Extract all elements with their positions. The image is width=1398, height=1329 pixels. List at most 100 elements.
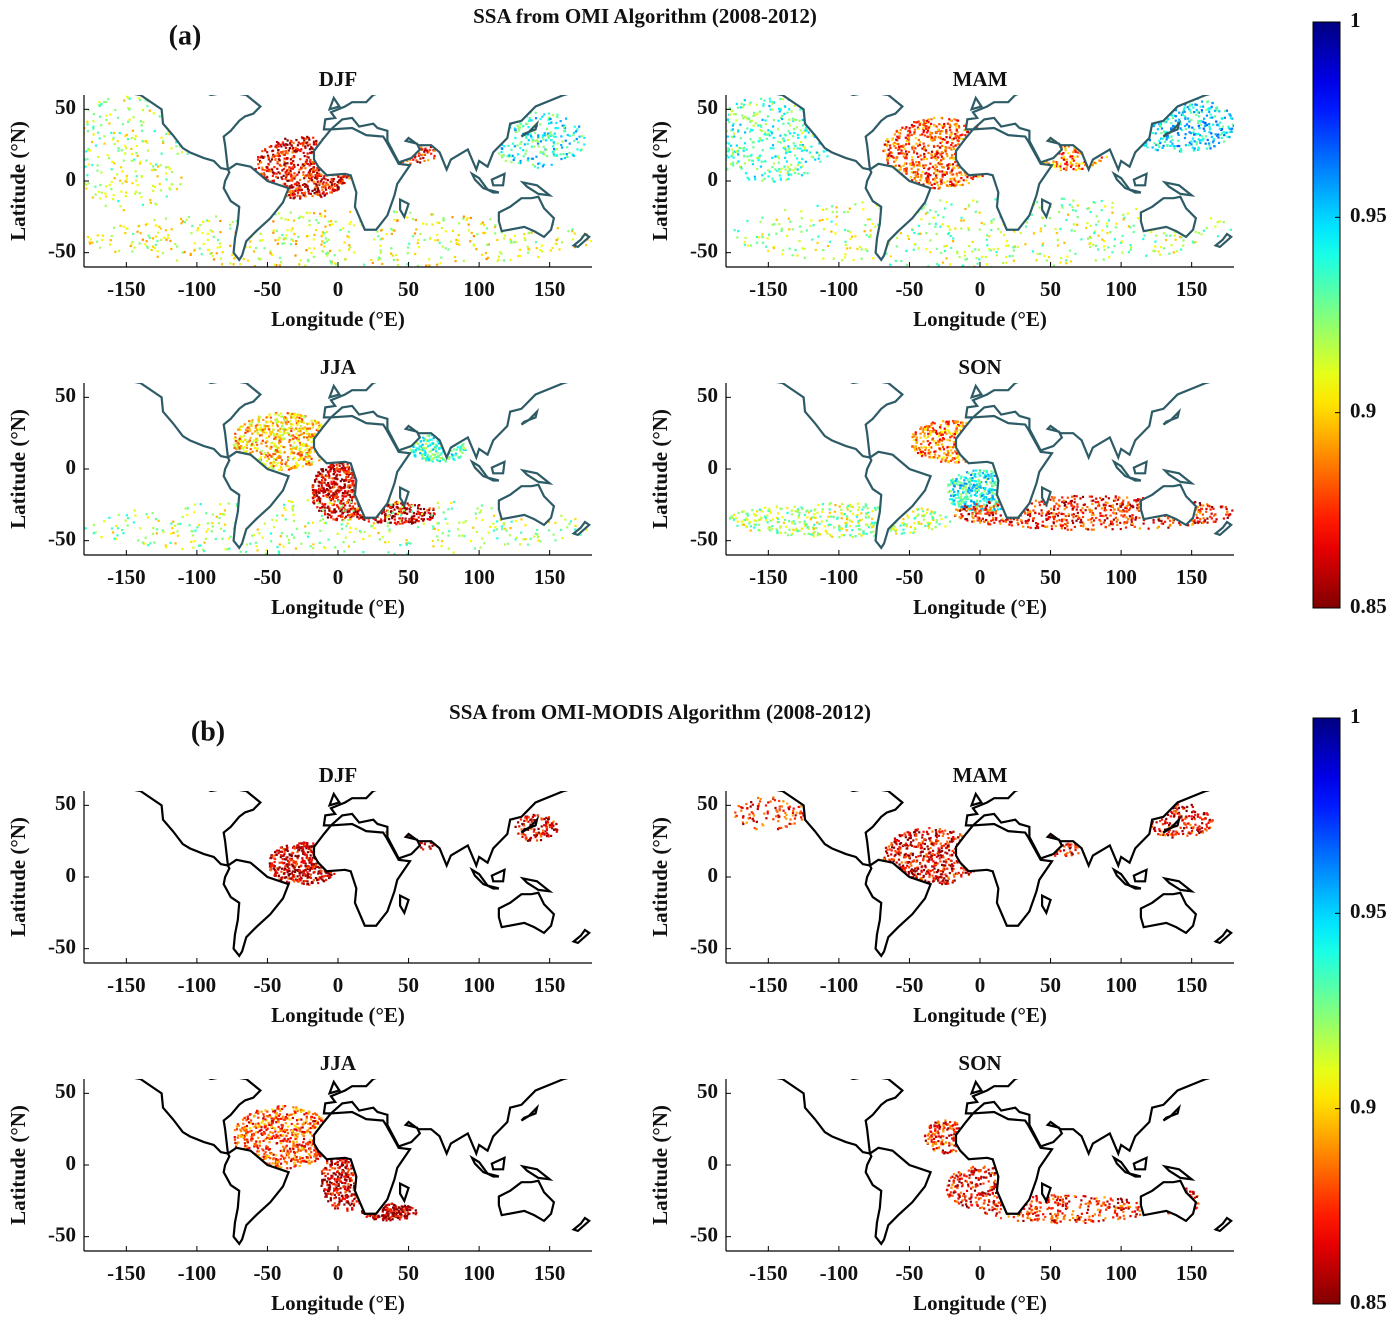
texture-dot <box>208 220 210 222</box>
texture-dot <box>320 180 322 182</box>
texture-dot <box>325 253 327 255</box>
texture-dot <box>247 427 249 429</box>
texture-dot <box>869 218 871 220</box>
texture-dot <box>131 153 133 155</box>
texture-dot <box>430 153 432 155</box>
texture-dot <box>293 429 295 431</box>
texture-dot <box>298 263 300 265</box>
texture-dot <box>787 151 789 153</box>
texture-dot <box>549 118 551 120</box>
texture-dot <box>1065 149 1067 151</box>
texture-dot <box>761 119 763 121</box>
texture-dot <box>101 192 103 194</box>
texture-dot <box>990 229 992 231</box>
texture-dot <box>302 465 304 467</box>
texture-dot <box>297 195 299 197</box>
texture-dot <box>986 263 988 265</box>
texture-dot <box>231 254 233 256</box>
texture-dot <box>237 442 239 444</box>
texture-dot <box>1150 231 1152 233</box>
texture-dot <box>259 240 261 242</box>
texture-dot <box>941 163 943 165</box>
texture-dot <box>323 232 325 234</box>
texture-dot <box>580 149 582 151</box>
texture-dot <box>545 149 547 151</box>
texture-dot <box>168 187 170 189</box>
texture-dot <box>764 133 766 135</box>
texture-dot <box>1053 160 1055 162</box>
texture-dot <box>396 259 398 261</box>
texture-dot <box>1182 114 1184 116</box>
texture-dot <box>471 232 473 234</box>
texture-dot <box>960 174 962 176</box>
texture-dot <box>834 232 836 234</box>
texture-dot <box>568 152 570 154</box>
texture-dot <box>305 460 307 462</box>
texture-dot <box>1062 152 1064 154</box>
texture-dot <box>1000 231 1002 233</box>
texture-dot <box>470 217 472 219</box>
texture-dot <box>981 256 983 258</box>
texture-dot <box>938 123 940 125</box>
texture-dot <box>149 199 151 201</box>
texture-dot <box>717 137 719 139</box>
texture-dot <box>308 192 310 194</box>
texture-dot <box>299 448 301 450</box>
texture-dot <box>377 259 379 261</box>
texture-dot <box>779 98 781 100</box>
texture-dot <box>932 166 934 168</box>
texture-dot <box>814 159 816 161</box>
texture-dot <box>1198 148 1200 150</box>
texture-dot <box>907 134 909 136</box>
texture-dot <box>1195 114 1197 116</box>
texture-dot <box>285 150 287 152</box>
texture-dot <box>798 240 800 242</box>
texture-dot <box>861 258 863 260</box>
texture-dot <box>354 503 356 505</box>
texture-dot <box>849 208 851 210</box>
texture-dot <box>772 108 774 110</box>
texture-dot <box>299 444 301 446</box>
texture-dot <box>945 129 947 131</box>
texture-dot <box>1164 121 1166 123</box>
texture-dot <box>129 119 131 121</box>
texture-dot <box>772 147 774 149</box>
texture-dot <box>270 448 272 450</box>
texture-dot <box>450 241 452 243</box>
texture-dot <box>308 224 310 226</box>
texture-dot <box>960 134 962 136</box>
texture-dot <box>830 231 832 233</box>
texture-dot <box>937 184 939 186</box>
texture-dot <box>278 155 280 157</box>
texture-dot <box>787 130 789 132</box>
texture-dot <box>560 144 562 146</box>
texture-dot <box>946 180 948 182</box>
texture-dot <box>872 223 874 225</box>
texture-dot <box>707 148 709 150</box>
texture-dot <box>941 124 943 126</box>
texture-dot <box>94 186 96 188</box>
texture-dot <box>896 237 898 239</box>
texture-dot <box>304 449 306 451</box>
texture-dot <box>146 142 148 144</box>
texture-dot <box>140 196 142 198</box>
texture-dot <box>527 232 529 234</box>
texture-dot <box>1214 226 1216 228</box>
texture-dot <box>898 135 900 137</box>
texture-dot <box>1078 165 1080 167</box>
texture-dot <box>1160 132 1162 134</box>
texture-dot <box>256 448 258 450</box>
texture-dot <box>278 153 280 155</box>
texture-dot <box>99 247 101 249</box>
texture-dot <box>294 254 296 256</box>
texture-dot <box>1221 137 1223 139</box>
texture-dot <box>518 162 520 164</box>
texture-dot <box>791 254 793 256</box>
texture-dot <box>749 138 751 140</box>
texture-dot <box>746 149 748 151</box>
texture-dot <box>417 242 419 244</box>
texture-dot <box>767 169 769 171</box>
texture-dot <box>267 163 269 165</box>
texture-dot <box>96 241 98 243</box>
texture-dot <box>255 247 257 249</box>
